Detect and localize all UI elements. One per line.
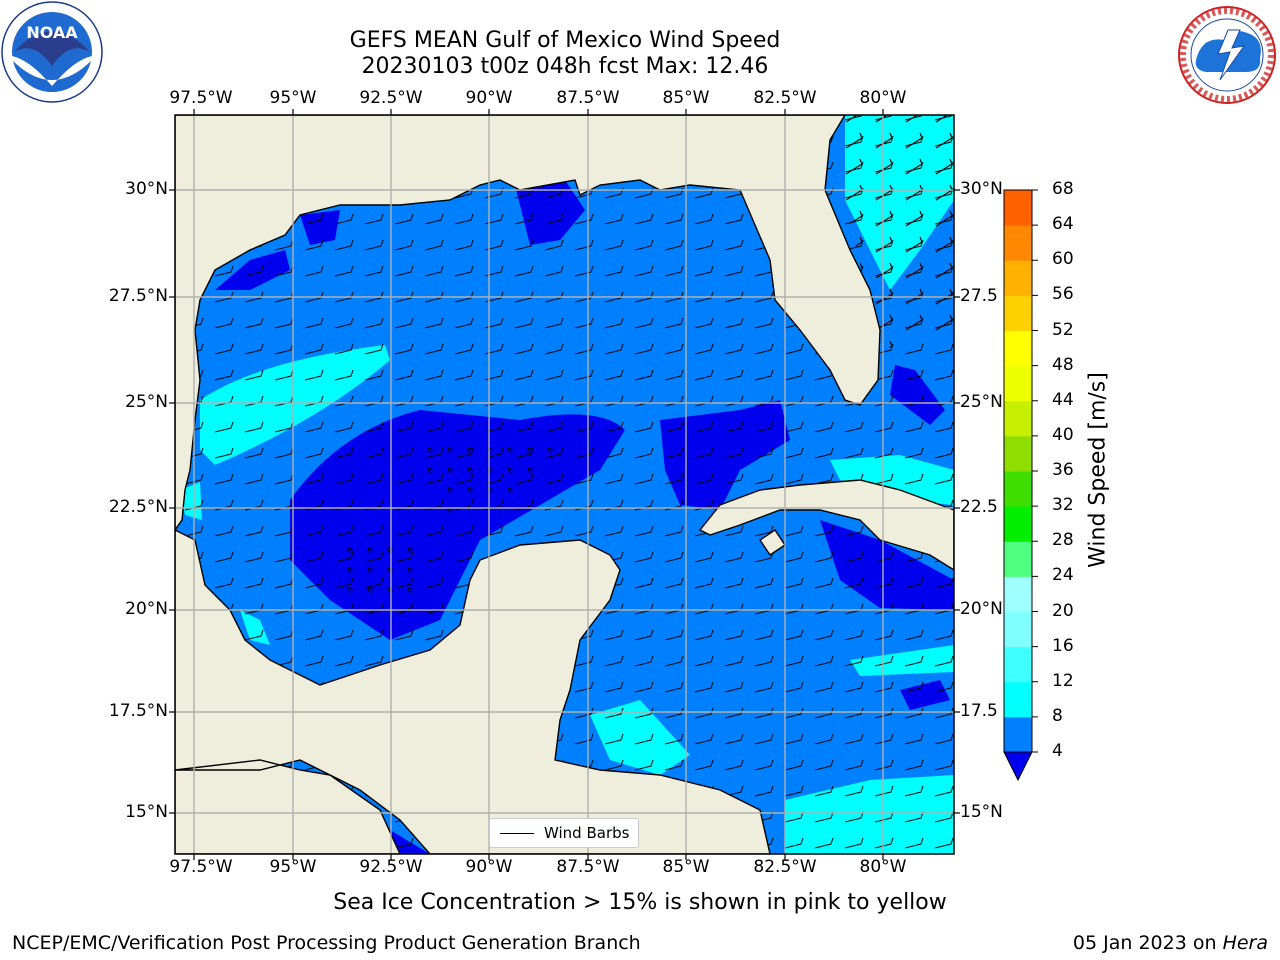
footer-left: NCEP/EMC/Verification Post Processing Pr…: [12, 932, 641, 954]
nws-logo: [1178, 6, 1276, 104]
lat-label-right: 17.5: [960, 701, 998, 721]
map-title: GEFS MEAN Gulf of Mexico Wind Speed: [349, 28, 781, 53]
wind-barbs-north: [845, 115, 954, 350]
lat-label-left: 30°N: [125, 179, 168, 199]
colorbar-tick-label: 16: [1052, 635, 1074, 656]
colorbar-segment: [1004, 330, 1032, 367]
colorbar-tick-label: 12: [1052, 670, 1074, 691]
lat-label-right: 27.5: [960, 286, 998, 306]
colorbar-segment: [1004, 400, 1032, 437]
colorbar-segment: [1004, 576, 1032, 612]
legend: Wind Barbs: [489, 818, 639, 848]
colorbar-tick-label: 64: [1052, 214, 1074, 235]
colorbar-tick-label: 24: [1052, 565, 1074, 586]
colorbar-segment: [1004, 295, 1032, 331]
colorbar-tick-label: 36: [1052, 460, 1074, 480]
footer-right: 05 Jan 2023 on Hera: [1073, 932, 1268, 954]
colorbar-tick-label: 52: [1052, 319, 1074, 340]
lon-label-top: 90°W: [465, 88, 513, 108]
colorbar-segment: [1004, 681, 1032, 718]
lat-label-left: 22.5°N: [108, 497, 168, 517]
lon-label-top: 95°W: [269, 88, 317, 108]
lon-label-bottom: 95°W: [269, 857, 317, 877]
colorbar-tick-label: 20: [1052, 600, 1074, 621]
gridlines: [175, 115, 954, 854]
lon-label-bottom: 82.5°W: [753, 857, 817, 877]
lat-label-left: 27.5°N: [108, 286, 168, 306]
noaa-logo-text: NOAA: [26, 23, 78, 42]
lat-label-right: 15°N: [960, 802, 1003, 822]
noaa-logo: NOAA: [1, 1, 103, 103]
footer-date: 05 Jan 2023 on: [1072, 932, 1223, 954]
lat-label-left: 25°N: [125, 392, 168, 412]
lat-label-left: 15°N: [125, 802, 168, 822]
legend-label: Wind Barbs: [544, 824, 630, 842]
lat-label-right: 20°N: [960, 599, 1003, 619]
colorbar-segment: [1004, 541, 1032, 577]
colorbar-tick-label: 8: [1052, 705, 1063, 726]
colorbar-tick-label: 32: [1052, 495, 1074, 516]
us-mexico-north-land: [175, 115, 881, 532]
colorbar-segment: [1004, 611, 1032, 648]
colorbar-segment: [1004, 260, 1032, 296]
map-subtitle: 20230103 t00z 048h fcst Max: 12.46: [361, 54, 769, 79]
land: [175, 115, 954, 854]
lat-label-left: 17.5°N: [108, 701, 168, 721]
colorbar-segment: [1004, 190, 1032, 226]
colorbar-tick-label: 44: [1052, 389, 1074, 410]
legend-line-symbol: [500, 832, 534, 834]
lon-label-top: 97.5°W: [169, 88, 233, 108]
footer-host: Hera: [1222, 932, 1268, 954]
lon-label-top: 92.5°W: [359, 88, 423, 108]
lon-label-bottom: 80°W: [859, 857, 907, 877]
map-frame: [174, 114, 955, 855]
lon-label-top: 87.5°W: [556, 88, 620, 108]
lon-label-bottom: 92.5°W: [359, 857, 423, 877]
lat-label-right: 30°N: [960, 179, 1003, 199]
colorbar-tick-label: 48: [1052, 354, 1074, 375]
lon-label-top: 85°W: [662, 88, 710, 108]
lon-label-top: 80°W: [859, 88, 907, 108]
lon-label-bottom: 87.5°W: [556, 857, 620, 877]
colorbar-tick-label: 60: [1052, 249, 1074, 270]
map-area: [175, 115, 954, 854]
colorbar-tick-label: 56: [1052, 284, 1074, 305]
caption: Sea Ice Concentration > 15% is shown in …: [333, 890, 947, 915]
colorbar-title: Wind Speed [m/s]: [1085, 372, 1111, 568]
mexico-land: [175, 529, 771, 854]
colorbar-tick-label: 40: [1052, 424, 1074, 445]
colorbar-segment: [1004, 716, 1032, 753]
cuba-land: [698, 479, 954, 571]
lat-label-left: 20°N: [125, 599, 168, 619]
lat-label-right: 25°N: [960, 392, 1003, 412]
calm-markers: [420, 440, 560, 520]
colorbar-tick-label: 4: [1052, 741, 1063, 761]
lon-label-bottom: 90°W: [465, 857, 513, 877]
lon-label-bottom: 97.5°W: [169, 857, 233, 877]
calm-markers-2: [340, 540, 430, 610]
colorbar-tick-label: 68: [1052, 179, 1074, 199]
colorbar-tick-label: 28: [1052, 530, 1074, 551]
colorbar-under-triangle: [1003, 751, 1033, 782]
colorbar-segment: [1004, 435, 1032, 472]
colorbar: [1003, 189, 1038, 782]
colorbar-segment: [1004, 646, 1032, 683]
colorbar-segment: [1004, 506, 1032, 542]
axis-ticks: [169, 109, 960, 860]
lon-label-bottom: 85°W: [662, 857, 710, 877]
colorbar-segment: [1004, 365, 1032, 402]
lon-label-top: 82.5°W: [753, 88, 817, 108]
lat-label-right: 22.5: [960, 497, 998, 517]
colorbar-segment: [1004, 225, 1032, 261]
colorbar-segment: [1004, 471, 1032, 507]
